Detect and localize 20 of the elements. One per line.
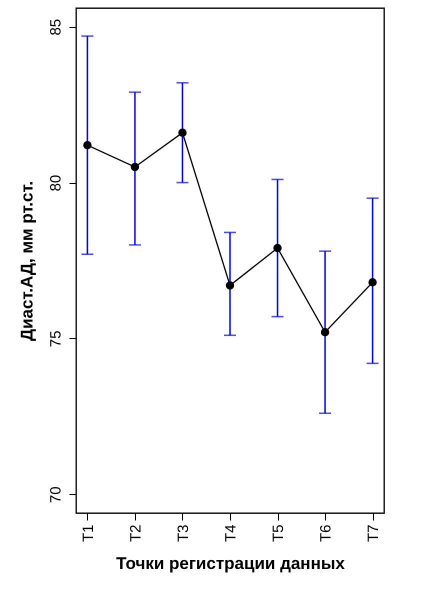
point [226, 281, 234, 290]
x-tick-label: T1 [80, 524, 97, 542]
point [178, 128, 187, 137]
y-tick-label: 70 [48, 486, 64, 504]
x-axis-title: Точки регистрации данных [116, 554, 346, 574]
y-tick-label: 85 [48, 18, 64, 36]
x-tick-label: T5 [270, 524, 288, 542]
point [273, 244, 282, 252]
x-tick-label: T2 [127, 524, 144, 542]
point [320, 328, 330, 336]
x-tick-label: T7 [365, 524, 382, 542]
point [368, 278, 377, 286]
x-tick-label: T6 [318, 524, 335, 542]
x-tick-label: T4 [222, 524, 240, 542]
x-tick-label: T3 [174, 524, 192, 542]
y-tick-label: 80 [48, 174, 64, 192]
y-axis-title: Диаст.АД, мм рт.ст. [18, 180, 36, 342]
point [130, 162, 140, 172]
point [83, 140, 92, 150]
y-tick-label: 75 [48, 330, 64, 348]
